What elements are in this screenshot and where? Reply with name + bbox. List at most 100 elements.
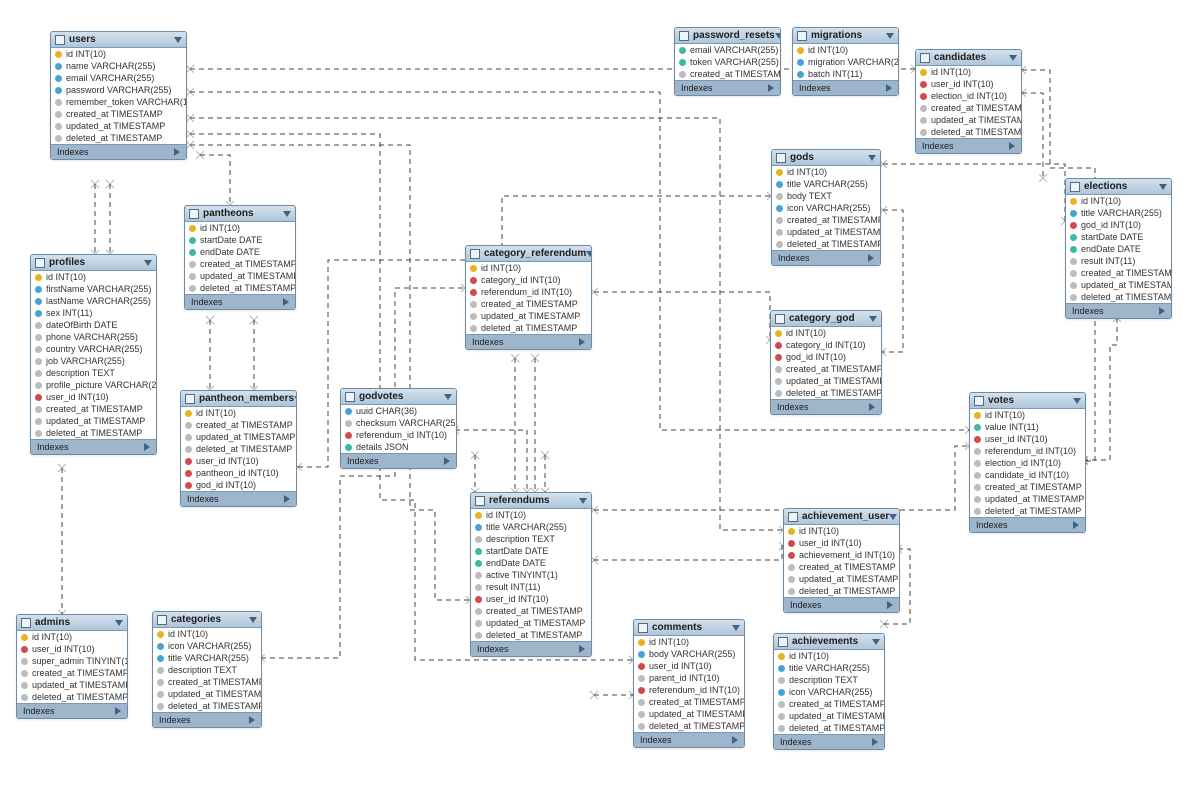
table-header[interactable]: comments — [634, 620, 744, 636]
table-header[interactable]: migrations — [793, 28, 898, 44]
collapse-icon[interactable] — [775, 33, 781, 39]
column-label: id INT(10) — [66, 49, 106, 59]
table-column: created_at TIMESTAMP — [466, 298, 591, 310]
indexes-footer[interactable]: Indexes — [181, 491, 296, 506]
table-column: title VARCHAR(255) — [471, 521, 591, 533]
table-header[interactable]: users — [51, 32, 186, 48]
collapse-icon[interactable] — [868, 155, 876, 161]
table-column: id INT(10) — [181, 407, 296, 419]
table-header[interactable]: category_referendum — [466, 246, 591, 262]
table-column: deleted_at TIMESTAMP — [31, 427, 156, 439]
indexes-footer[interactable]: Indexes — [774, 734, 884, 749]
collapse-icon[interactable] — [872, 639, 880, 645]
column-label: description TEXT — [789, 675, 858, 685]
collapse-icon[interactable] — [1073, 398, 1081, 404]
collapse-icon[interactable] — [732, 625, 740, 631]
table-header[interactable]: gods — [772, 150, 880, 166]
indexes-footer[interactable]: Indexes — [17, 703, 127, 718]
table-header[interactable]: votes — [970, 393, 1085, 409]
indexes-footer[interactable]: Indexes — [772, 250, 880, 265]
table-header[interactable]: password_resets — [675, 28, 780, 44]
collapse-icon[interactable] — [579, 498, 587, 504]
column-type-icon — [974, 484, 981, 491]
table-column: title VARCHAR(255) — [774, 662, 884, 674]
column-type-icon — [35, 394, 42, 401]
indexes-footer[interactable]: Indexes — [153, 712, 261, 727]
column-type-icon — [788, 564, 795, 571]
indexes-footer[interactable]: Indexes — [970, 517, 1085, 532]
expand-icon — [115, 707, 121, 715]
table-header[interactable]: achievement_user — [784, 509, 899, 525]
indexes-footer[interactable]: Indexes — [31, 439, 156, 454]
column-label: updated_at TIMESTAMP — [789, 711, 885, 721]
indexes-footer[interactable]: Indexes — [471, 641, 591, 656]
table-column: deleted_at TIMESTAMP — [51, 132, 186, 144]
collapse-icon[interactable] — [869, 316, 877, 322]
table-header[interactable]: godvotes — [341, 389, 456, 405]
collapse-icon[interactable] — [249, 617, 257, 623]
table-column: election_id INT(10) — [970, 457, 1085, 469]
collapse-icon[interactable] — [886, 33, 894, 39]
collapse-icon[interactable] — [586, 251, 592, 257]
column-label: migration VARCHAR(255) — [808, 57, 899, 67]
table-header[interactable]: pantheon_members — [181, 391, 296, 407]
table-column: created_at TIMESTAMP — [471, 605, 591, 617]
table-column: password VARCHAR(255) — [51, 84, 186, 96]
table-column: created_at TIMESTAMP — [153, 676, 261, 688]
indexes-footer[interactable]: Indexes — [793, 80, 898, 95]
column-type-icon — [974, 496, 981, 503]
table-header[interactable]: admins — [17, 615, 127, 631]
table-column: title VARCHAR(255) — [153, 652, 261, 664]
table-column: created_at TIMESTAMP — [771, 363, 881, 375]
table-column: batch INT(11) — [793, 68, 898, 80]
collapse-icon[interactable] — [889, 514, 897, 520]
indexes-footer[interactable]: Indexes — [784, 597, 899, 612]
column-label: deleted_at TIMESTAMP — [649, 721, 745, 731]
column-label: firstName VARCHAR(255) — [46, 284, 151, 294]
table-column: created_at TIMESTAMP — [916, 102, 1021, 114]
column-label: id INT(10) — [46, 272, 86, 282]
indexes-label: Indexes — [187, 494, 219, 504]
collapse-icon[interactable] — [294, 396, 297, 402]
collapse-icon[interactable] — [1159, 184, 1167, 190]
collapse-icon[interactable] — [283, 211, 291, 217]
collapse-icon[interactable] — [1009, 55, 1017, 61]
collapse-icon[interactable] — [174, 37, 182, 43]
column-label: created_at TIMESTAMP — [46, 404, 143, 414]
indexes-footer[interactable]: Indexes — [51, 144, 186, 159]
table-header[interactable]: achievements — [774, 634, 884, 650]
indexes-footer[interactable]: Indexes — [634, 732, 744, 747]
indexes-footer[interactable]: Indexes — [916, 138, 1021, 153]
indexes-footer[interactable]: Indexes — [185, 294, 295, 309]
column-label: god_id INT(10) — [786, 352, 846, 362]
column-label: updated_at TIMESTAMP — [32, 680, 128, 690]
column-type-icon — [469, 263, 479, 273]
table-header[interactable]: category_god — [771, 311, 881, 327]
indexes-footer[interactable]: Indexes — [771, 399, 881, 414]
table-header[interactable]: elections — [1066, 179, 1171, 195]
indexes-footer[interactable]: Indexes — [341, 453, 456, 468]
table-header[interactable]: categories — [153, 612, 261, 628]
indexes-footer[interactable]: Indexes — [1066, 303, 1171, 318]
table-header[interactable]: pantheons — [185, 206, 295, 222]
table-column: updated_at TIMESTAMP — [31, 415, 156, 427]
column-label: created_at TIMESTAMP — [799, 562, 896, 572]
column-type-icon — [776, 229, 783, 236]
collapse-icon[interactable] — [144, 260, 152, 266]
table-title: admins — [35, 617, 70, 628]
column-type-icon — [35, 334, 42, 341]
column-label: updated_at TIMESTAMP — [1081, 280, 1172, 290]
table-column: id INT(10) — [466, 262, 591, 274]
table-column: referendum_id INT(10) — [466, 286, 591, 298]
indexes-footer[interactable]: Indexes — [675, 80, 780, 95]
collapse-icon[interactable] — [444, 394, 452, 400]
table-category_referendum: category_referendumid INT(10)category_id… — [465, 245, 592, 350]
table-header[interactable]: profiles — [31, 255, 156, 271]
column-label: deleted_at TIMESTAMP — [196, 444, 292, 454]
table-header[interactable]: candidates — [916, 50, 1021, 66]
column-label: parent_id INT(10) — [649, 673, 720, 683]
table-header[interactable]: referendums — [471, 493, 591, 509]
column-type-icon — [974, 508, 981, 515]
collapse-icon[interactable] — [115, 620, 123, 626]
indexes-footer[interactable]: Indexes — [466, 334, 591, 349]
